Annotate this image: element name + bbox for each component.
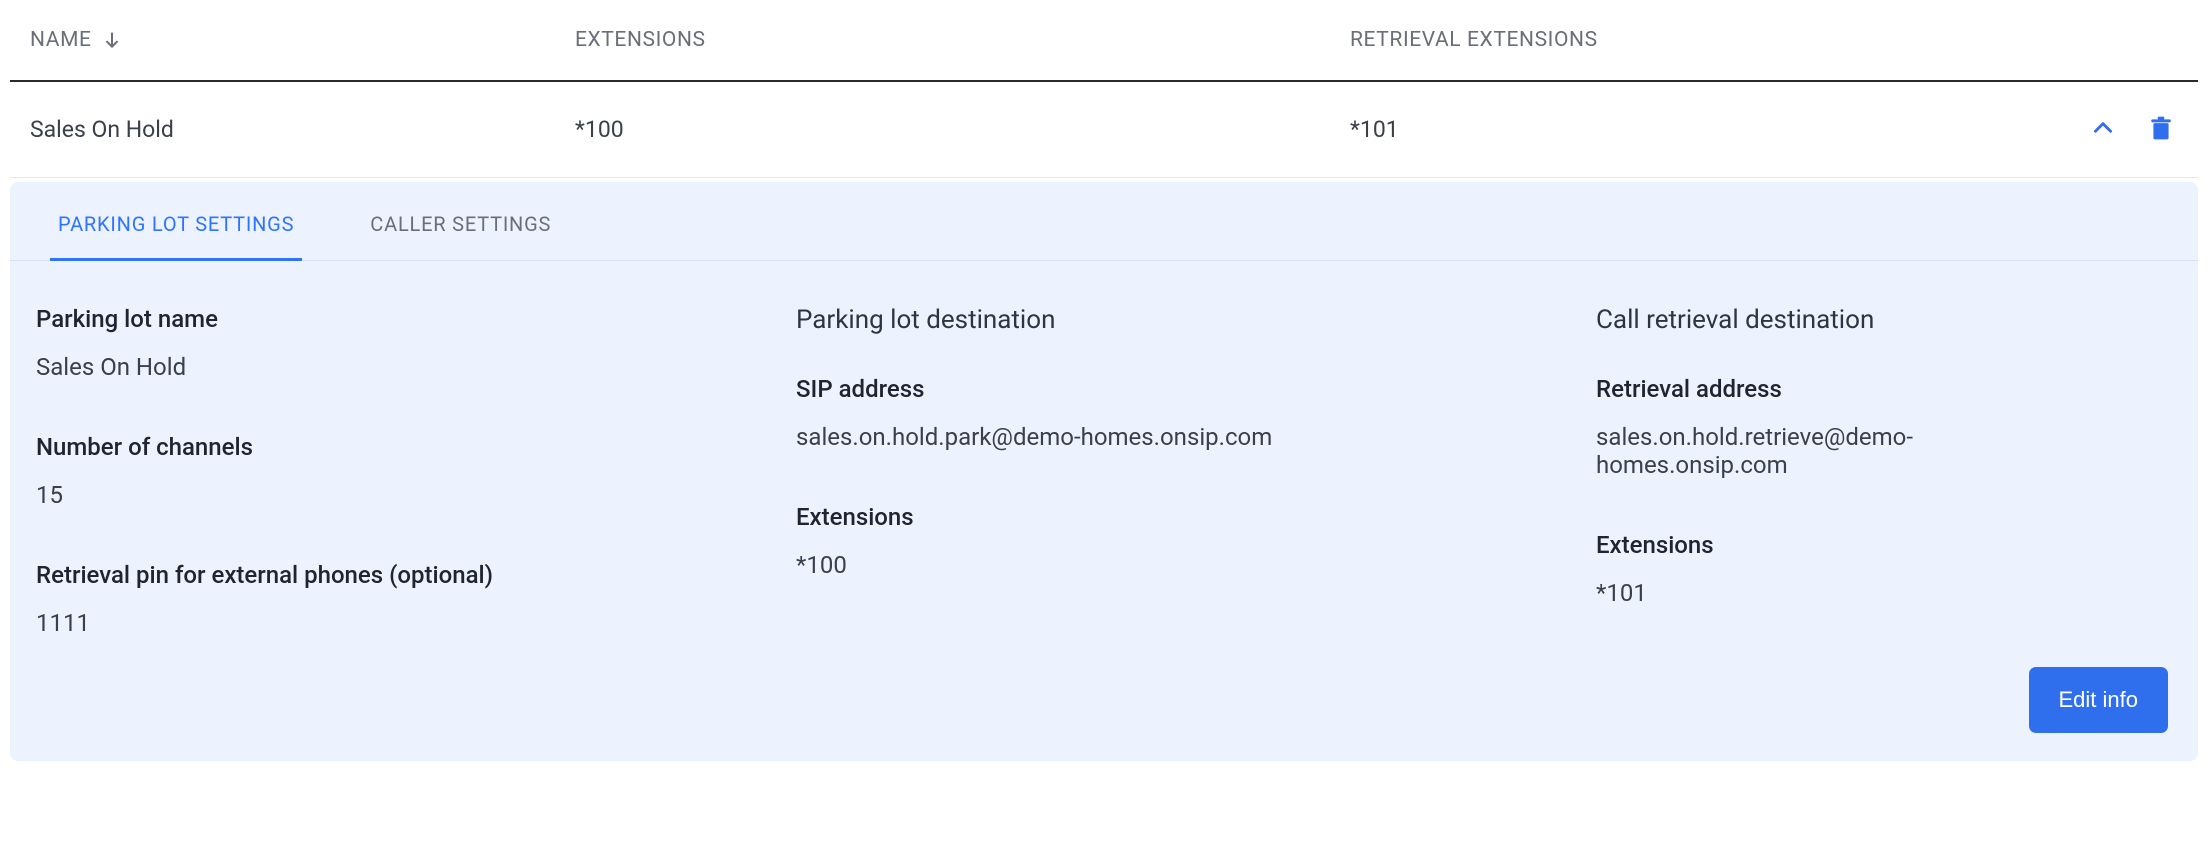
edit-info-button[interactable]: Edit info [2029,667,2169,733]
trash-icon [2148,114,2174,145]
collapse-button[interactable] [2086,111,2120,148]
value-number-of-channels: 15 [36,481,756,509]
section-title-parking-destination: Parking lot destination [796,305,1556,335]
value-parking-lot-name: Sales On Hold [36,353,756,381]
label-sip-address: SIP address [796,375,1556,403]
tab-parking-lot-settings[interactable]: PARKING LOT SETTINGS [50,182,302,261]
value-retrieval-extensions: *101 [1596,579,2172,607]
column-header-extensions[interactable]: EXTENSIONS [575,28,1350,52]
cell-retrieval: *101 [1350,116,1399,143]
chevron-up-icon [2090,115,2116,144]
label-retrieval-extensions: Extensions [1596,531,2172,559]
column-header-retrieval[interactable]: RETRIEVAL EXTENSIONS [1350,28,2178,52]
table-header: NAME EXTENSIONS RETRIEVAL EXTENSIONS [10,10,2198,82]
section-title-retrieval-destination: Call retrieval destination [1596,305,2172,335]
column-header-name[interactable]: NAME [30,28,575,52]
label-retrieval-pin: Retrieval pin for external phones (optio… [36,561,756,589]
sort-desc-icon [102,30,122,50]
value-park-extensions: *100 [796,551,1556,579]
delete-button[interactable] [2144,110,2178,149]
label-retrieval-address: Retrieval address [1596,375,2172,403]
column-header-retrieval-label: RETRIEVAL EXTENSIONS [1350,28,1598,52]
label-parking-lot-name: Parking lot name [36,305,756,333]
label-park-extensions: Extensions [796,503,1556,531]
value-retrieval-pin: 1111 [36,609,756,637]
value-retrieval-address: sales.on.hold.retrieve@demo-homes.onsip.… [1596,423,1956,479]
detail-panel: PARKING LOT SETTINGS CALLER SETTINGS Par… [10,182,2198,761]
cell-name: Sales On Hold [30,116,575,143]
value-sip-address: sales.on.hold.park@demo-homes.onsip.com [796,423,1556,451]
label-number-of-channels: Number of channels [36,433,756,461]
tab-bar: PARKING LOT SETTINGS CALLER SETTINGS [10,182,2198,261]
cell-extensions: *100 [575,116,1350,143]
tab-caller-settings[interactable]: CALLER SETTINGS [362,182,559,261]
table-row: Sales On Hold *100 *101 [10,82,2198,178]
column-header-extensions-label: EXTENSIONS [575,28,706,52]
column-header-name-label: NAME [30,28,92,52]
